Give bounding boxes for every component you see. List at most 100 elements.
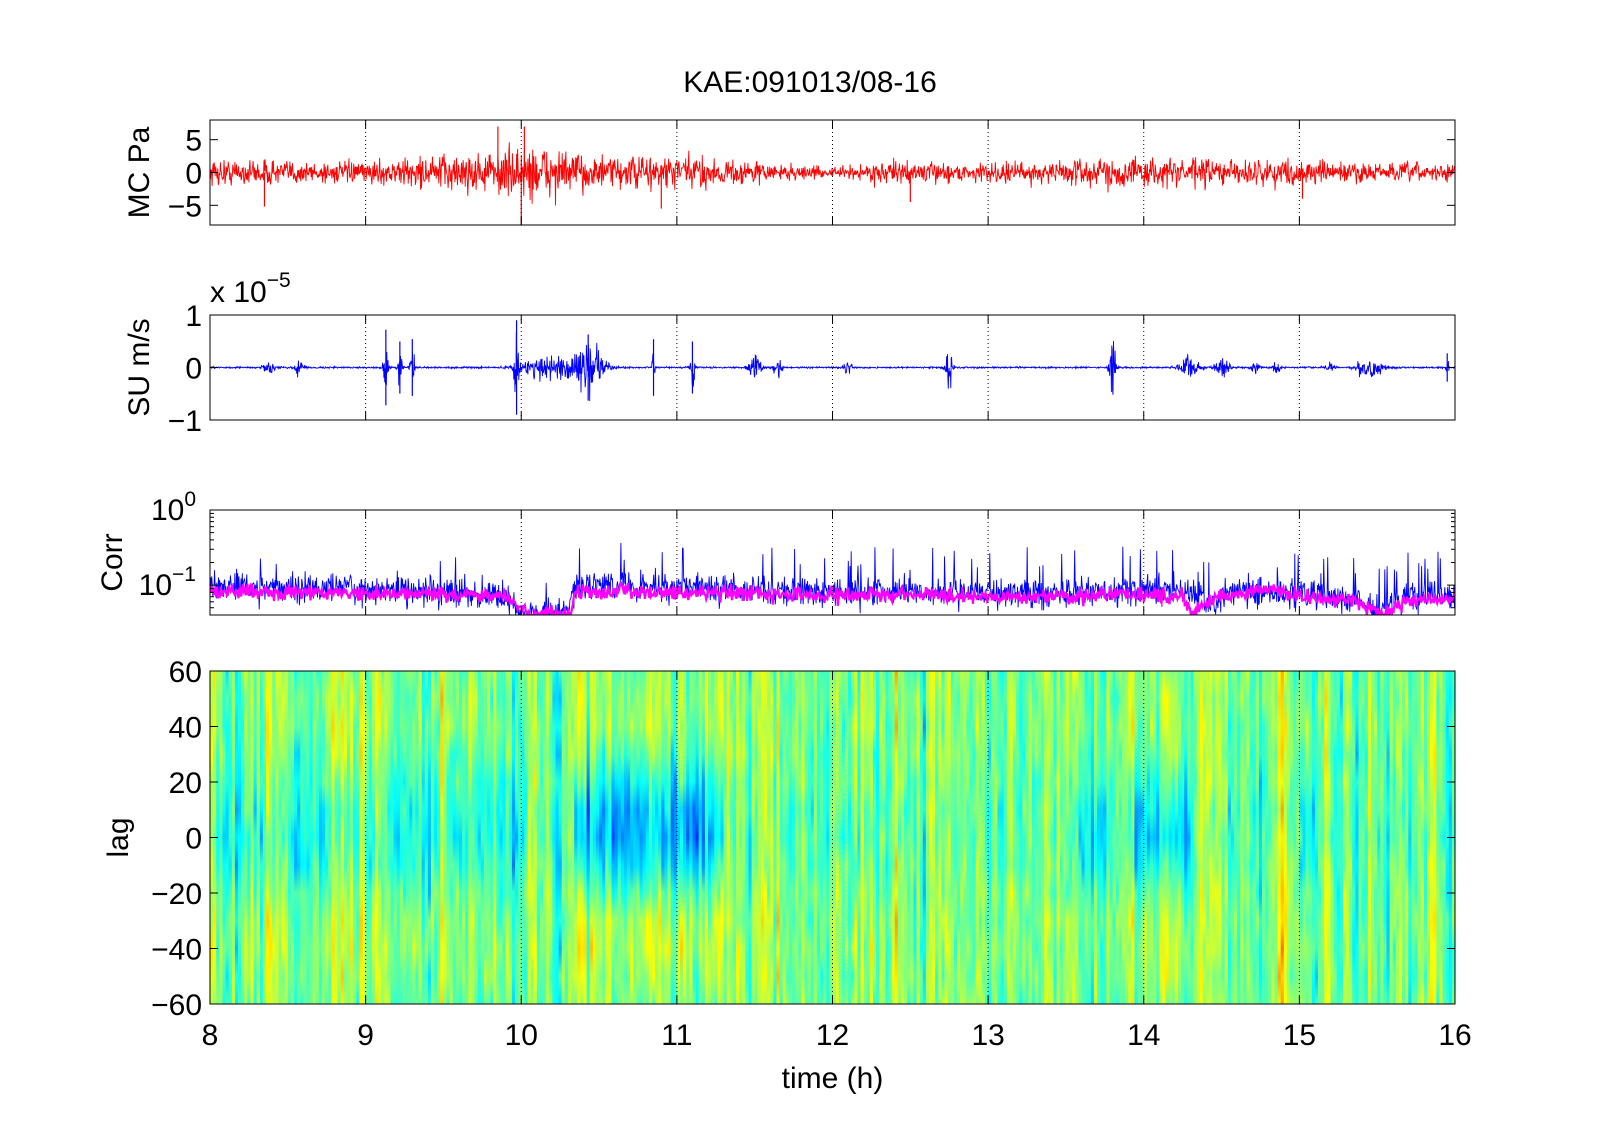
heatmap-column — [1199, 671, 1204, 1004]
heatmap-column — [1006, 671, 1011, 1004]
heatmap-column — [290, 671, 295, 1004]
heatmap-column — [925, 671, 930, 1004]
heatmap-column — [1411, 671, 1416, 1004]
heatmap-column — [1249, 671, 1254, 1004]
heatmap-column — [325, 671, 329, 1004]
heatmap-column — [536, 671, 541, 1004]
heatmap-column — [297, 671, 301, 1004]
heatmap-column — [1377, 671, 1381, 1004]
heatmap-column — [340, 671, 345, 1004]
heatmap-column — [947, 671, 952, 1004]
heatmap-column — [303, 671, 308, 1004]
heatmap-column — [234, 671, 239, 1004]
heatmap-column — [418, 671, 423, 1004]
heatmap-column — [1268, 671, 1272, 1004]
heatmap-column — [1414, 671, 1419, 1004]
heatmap-column — [1022, 671, 1027, 1004]
heatmap-column — [577, 671, 581, 1004]
heatmap-column — [1436, 671, 1441, 1004]
heatmap-column — [294, 671, 298, 1004]
heatmap-column — [1159, 671, 1164, 1004]
heatmap-column — [244, 671, 248, 1004]
heatmap-column — [1430, 671, 1434, 1004]
heatmap-column — [474, 671, 479, 1004]
heatmap-column — [1383, 671, 1388, 1004]
heatmap-column — [365, 671, 370, 1004]
heatmap-column — [869, 671, 874, 1004]
heatmap-column — [608, 671, 613, 1004]
heatmap-column — [751, 671, 756, 1004]
heatmap-column — [658, 671, 662, 1004]
heatmap-column — [1118, 671, 1123, 1004]
heatmap-column — [916, 671, 921, 1004]
heatmap-column — [673, 671, 678, 1004]
heatmap-column — [739, 671, 743, 1004]
heatmap-column — [253, 671, 258, 1004]
heatmap-column — [620, 671, 625, 1004]
heatmap-column — [1146, 671, 1151, 1004]
heatmap-column — [872, 671, 877, 1004]
heatmap-column — [231, 671, 236, 1004]
heatmap-column — [770, 671, 774, 1004]
heatmap-column — [935, 671, 939, 1004]
lag-panel-plot-area — [210, 671, 1455, 1004]
heatmap-column — [1324, 671, 1328, 1004]
heatmap-column — [549, 671, 553, 1004]
heatmap-column — [633, 671, 638, 1004]
heatmap-column — [434, 671, 438, 1004]
heatmap-column — [801, 671, 806, 1004]
heatmap-column — [368, 671, 373, 1004]
heatmap-column — [508, 671, 513, 1004]
heatmap-column — [362, 671, 367, 1004]
heatmap-column — [1134, 671, 1139, 1004]
heatmap-column — [1420, 671, 1425, 1004]
heatmap-column — [396, 671, 401, 1004]
heatmap-column — [1009, 671, 1014, 1004]
heatmap-column — [1121, 671, 1126, 1004]
heatmap-column — [390, 671, 395, 1004]
heatmap-column — [679, 671, 684, 1004]
heatmap-column — [997, 671, 1002, 1004]
heatmap-column — [387, 671, 392, 1004]
heatmap-column — [932, 671, 936, 1004]
heatmap-column — [988, 671, 992, 1004]
heatmap-column — [306, 671, 311, 1004]
heatmap-column — [1439, 671, 1444, 1004]
heatmap-column — [950, 671, 955, 1004]
heatmap-column — [1156, 671, 1160, 1004]
heatmap-column — [1318, 671, 1322, 1004]
heatmap-column — [717, 671, 722, 1004]
heatmap-column — [807, 671, 812, 1004]
heatmap-column — [788, 671, 793, 1004]
heatmap-column — [284, 671, 289, 1004]
heatmap-column — [1367, 671, 1372, 1004]
heatmap-column — [851, 671, 855, 1004]
velocity-panel: 1 0 −1 SU m/s x 10−5 — [123, 269, 1456, 438]
heatmap-column — [1190, 671, 1195, 1004]
heatmap-column — [1352, 671, 1356, 1004]
heatmap-column — [991, 671, 995, 1004]
heatmap-column — [1056, 671, 1061, 1004]
heatmap-column — [676, 671, 681, 1004]
heatmap-column — [337, 671, 342, 1004]
heatmap-column — [907, 671, 911, 1004]
heatmap-column — [692, 671, 697, 1004]
heatmap-column — [1212, 671, 1216, 1004]
pressure-panel-ylabel: MC Pa — [123, 126, 156, 218]
heatmap-column — [275, 671, 280, 1004]
heatmap-column — [757, 671, 762, 1004]
heatmap-column — [913, 671, 918, 1004]
heatmap-column — [558, 671, 563, 1004]
heatmap-column — [331, 671, 336, 1004]
heatmap-column — [393, 671, 398, 1004]
heatmap-column — [838, 671, 843, 1004]
heatmap-column — [779, 671, 784, 1004]
heatmap-column — [1305, 671, 1310, 1004]
heatmap-column — [1358, 671, 1363, 1004]
heatmap-column — [767, 671, 771, 1004]
heatmap-column — [1402, 671, 1406, 1004]
heatmap-column — [1408, 671, 1413, 1004]
heatmap-column — [427, 671, 432, 1004]
heatmap-column — [928, 671, 933, 1004]
